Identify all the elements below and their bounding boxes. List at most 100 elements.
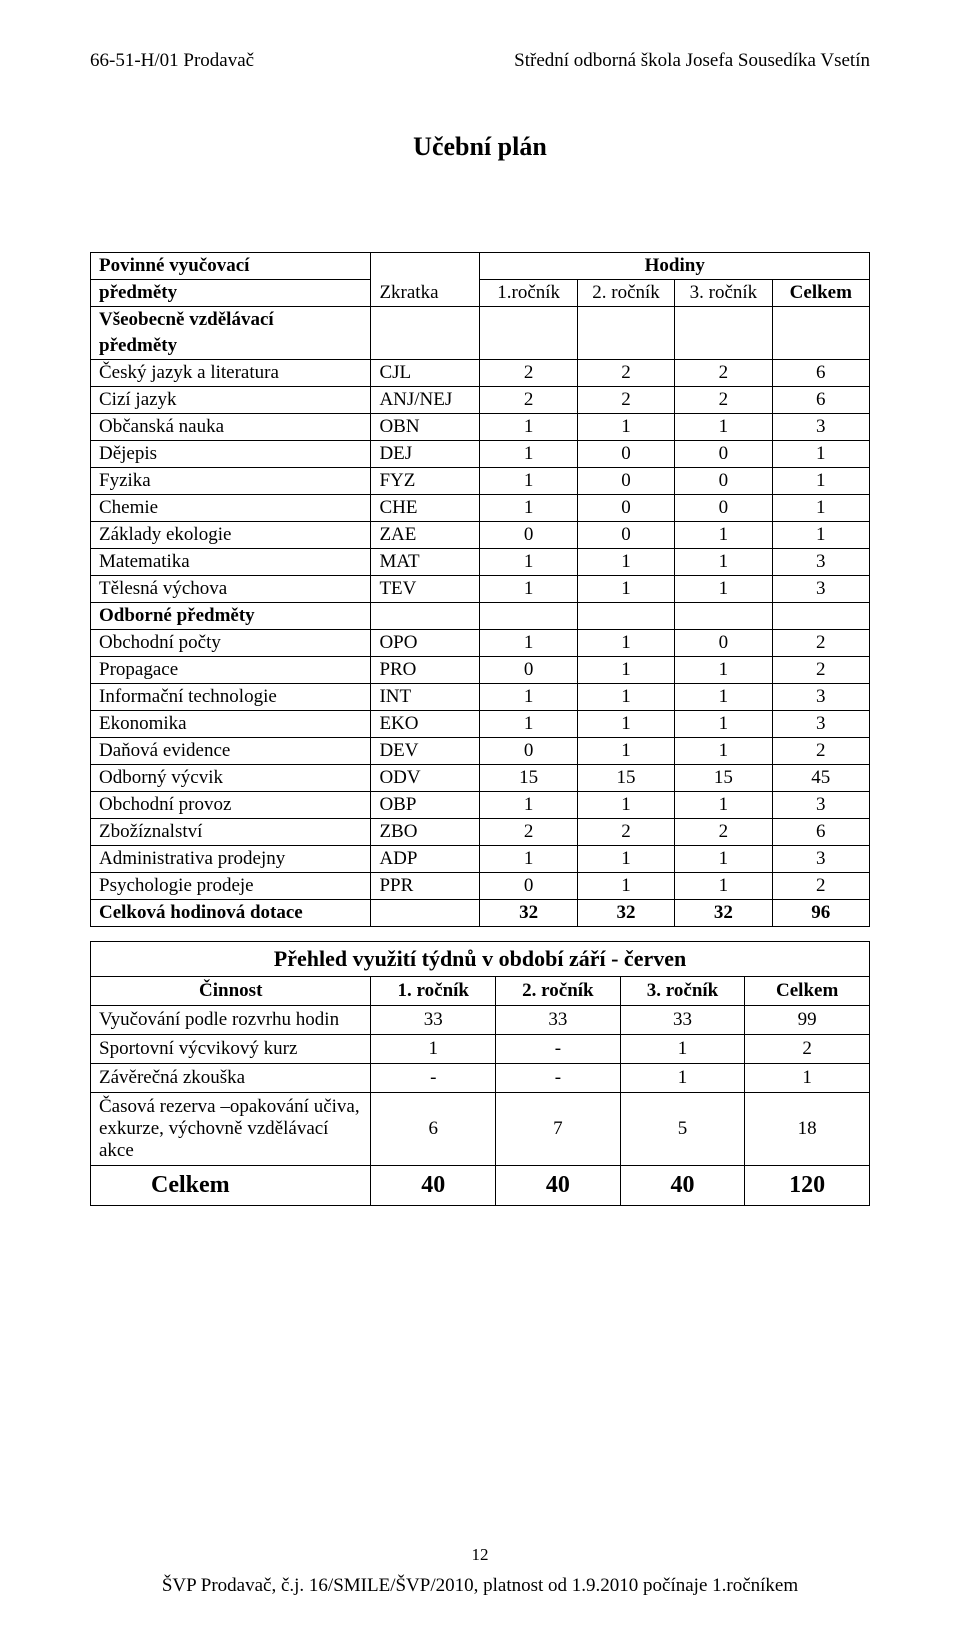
- subject-abbr: DEJ: [371, 441, 480, 468]
- subject-name: Zbožíznalství: [91, 819, 371, 846]
- subject-abbr: FYZ: [371, 468, 480, 495]
- val-c2: 2: [577, 387, 674, 414]
- subject-abbr: OBN: [371, 414, 480, 441]
- subject-name: Informační technologie: [91, 684, 371, 711]
- val-c3: 0: [675, 495, 772, 522]
- table-row: EkonomikaEKO1113: [91, 711, 870, 738]
- table-row: Občanská naukaOBN1113: [91, 414, 870, 441]
- overview-head-c2: 2. ročník: [496, 977, 621, 1006]
- plan-header-c2: 2. ročník: [577, 280, 674, 307]
- ov-c1: 6: [371, 1093, 496, 1166]
- val-c1: 1: [480, 846, 577, 873]
- val-c2: 1: [577, 414, 674, 441]
- val-c2: 1: [577, 792, 674, 819]
- table-row: Informační technologieINT1113: [91, 684, 870, 711]
- val-c2: 1: [577, 738, 674, 765]
- page-number: 12: [0, 1545, 960, 1565]
- plan-header-sum: Celkem: [772, 280, 869, 307]
- val-c1: 2: [480, 387, 577, 414]
- val-c2: 2: [577, 360, 674, 387]
- val-c3: 0: [675, 468, 772, 495]
- val-c3: 0: [675, 441, 772, 468]
- val-c3: 0: [675, 630, 772, 657]
- table-row: Psychologie prodejePPR0112: [91, 873, 870, 900]
- table-row: PropagacePRO0112: [91, 657, 870, 684]
- overview-head-c1: 1. ročník: [371, 977, 496, 1006]
- overview-celkem-0: 40: [371, 1166, 496, 1206]
- val-sum: 2: [772, 873, 869, 900]
- val-c3: 1: [675, 684, 772, 711]
- table-row: ChemieCHE1001: [91, 495, 870, 522]
- activity-name: Závěrečná zkouška: [91, 1064, 371, 1093]
- val-c3: 1: [675, 549, 772, 576]
- val-sum: 3: [772, 846, 869, 873]
- plan-total-0: 32: [480, 900, 577, 927]
- subject-abbr: CJL: [371, 360, 480, 387]
- plan-total-3: 96: [772, 900, 869, 927]
- subject-name: Daňová evidence: [91, 738, 371, 765]
- subject-name: Administrativa prodejny: [91, 846, 371, 873]
- subject-name: Občanská nauka: [91, 414, 371, 441]
- overview-head-c3: 3. ročník: [620, 977, 745, 1006]
- val-c2: 2: [577, 819, 674, 846]
- val-c1: 1: [480, 684, 577, 711]
- val-c2: 1: [577, 549, 674, 576]
- subject-abbr: OPO: [371, 630, 480, 657]
- subject-name: Chemie: [91, 495, 371, 522]
- subject-abbr: ANJ/NEJ: [371, 387, 480, 414]
- subject-abbr: TEV: [371, 576, 480, 603]
- subject-abbr: ADP: [371, 846, 480, 873]
- val-c1: 1: [480, 630, 577, 657]
- ov-c2: 33: [496, 1006, 621, 1035]
- val-sum: 1: [772, 441, 869, 468]
- subject-abbr: DEV: [371, 738, 480, 765]
- val-sum: 1: [772, 522, 869, 549]
- val-c3: 1: [675, 711, 772, 738]
- val-c2: 15: [577, 765, 674, 792]
- ov-c2: -: [496, 1064, 621, 1093]
- table-row: MatematikaMAT1113: [91, 549, 870, 576]
- subject-abbr: INT: [371, 684, 480, 711]
- ov-sum: 99: [745, 1006, 870, 1035]
- subject-name: Tělesná výchova: [91, 576, 371, 603]
- val-c1: 2: [480, 819, 577, 846]
- overview-celkem-3: 120: [745, 1166, 870, 1206]
- table-row: Administrativa prodejnyADP1113: [91, 846, 870, 873]
- subject-abbr: EKO: [371, 711, 480, 738]
- val-sum: 2: [772, 657, 869, 684]
- subject-abbr: ZAE: [371, 522, 480, 549]
- footer: ŠVP Prodavač, č.j. 16/SMILE/ŠVP/2010, pl…: [0, 1575, 960, 1597]
- overview-table: Činnost 1. ročník 2. ročník 3. ročník Ce…: [90, 976, 870, 1206]
- ov-c1: 33: [371, 1006, 496, 1035]
- ov-sum: 2: [745, 1035, 870, 1064]
- overview-title: Přehled využití týdnů v období září - če…: [90, 941, 870, 976]
- subject-name: Ekonomika: [91, 711, 371, 738]
- val-c3: 1: [675, 792, 772, 819]
- plan-header-zkratka: Zkratka: [371, 253, 480, 307]
- subject-abbr: OBP: [371, 792, 480, 819]
- val-c3: 1: [675, 873, 772, 900]
- ov-sum: 1: [745, 1064, 870, 1093]
- plan-section1b: předměty: [91, 333, 371, 360]
- val-c2: 1: [577, 630, 674, 657]
- val-c3: 1: [675, 576, 772, 603]
- val-c1: 1: [480, 576, 577, 603]
- val-sum: 3: [772, 711, 869, 738]
- val-c3: 2: [675, 360, 772, 387]
- val-c1: 1: [480, 495, 577, 522]
- val-c1: 0: [480, 522, 577, 549]
- ov-c2: 7: [496, 1093, 621, 1166]
- subject-abbr: PPR: [371, 873, 480, 900]
- table-row: Závěrečná zkouška--11: [91, 1064, 870, 1093]
- val-sum: 3: [772, 684, 869, 711]
- val-sum: 45: [772, 765, 869, 792]
- table-row: Vyučování podle rozvrhu hodin33333399: [91, 1006, 870, 1035]
- ov-c1: -: [371, 1064, 496, 1093]
- subject-name: Základy ekologie: [91, 522, 371, 549]
- val-c1: 1: [480, 441, 577, 468]
- val-c3: 2: [675, 819, 772, 846]
- table-row: Daňová evidenceDEV0112: [91, 738, 870, 765]
- val-sum: 3: [772, 576, 869, 603]
- overview-celkem-2: 40: [620, 1166, 745, 1206]
- subject-abbr: ZBO: [371, 819, 480, 846]
